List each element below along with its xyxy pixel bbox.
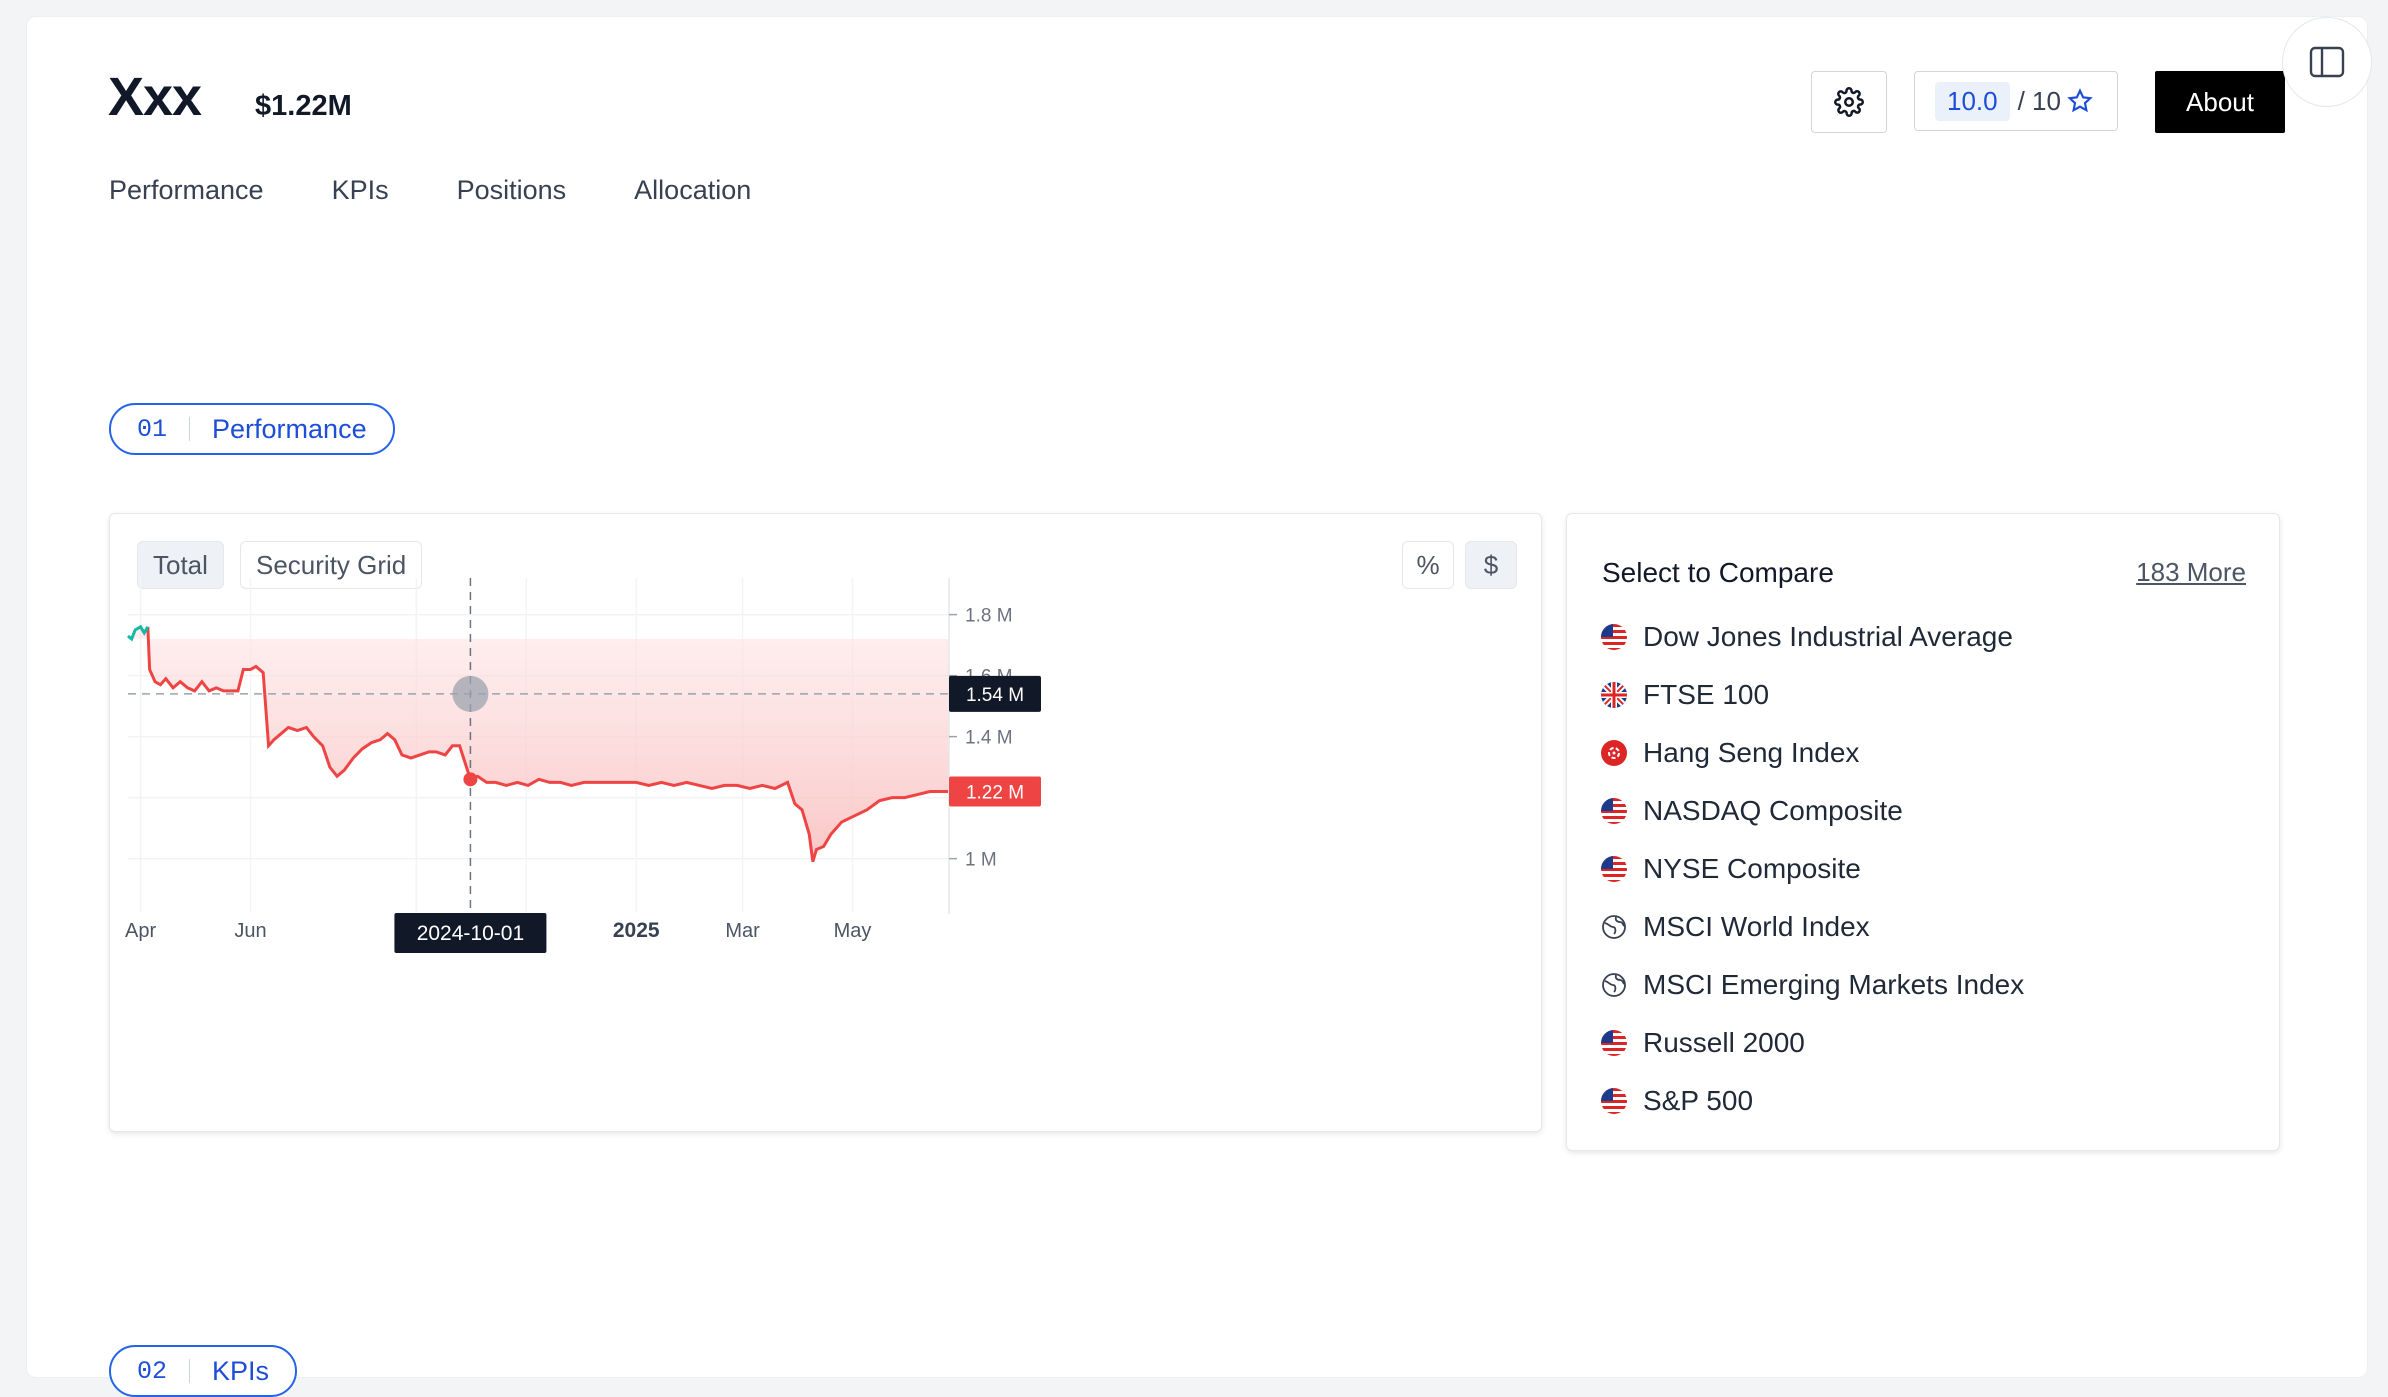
hk-flag-icon (1601, 740, 1627, 766)
section-title: KPIs (212, 1355, 270, 1386)
crosshair-value-box (949, 675, 1041, 712)
x-tick-label: Jun (234, 920, 266, 942)
us-flag-icon (1601, 856, 1627, 882)
crosshair-date-box (394, 913, 547, 953)
score-value: 10.0 (1935, 81, 2010, 121)
crosshair-point (452, 675, 489, 712)
score-max: / 10 (2017, 85, 2061, 116)
crosshair-value-label: 1.54 M (966, 685, 1024, 706)
more-indices-link[interactable]: 183 More (2136, 557, 2246, 587)
compare-item[interactable]: S&P 500 (1601, 1072, 2024, 1130)
us-flag-icon (1601, 624, 1627, 650)
section-divider (189, 417, 191, 441)
tab-positions[interactable]: Positions (456, 175, 567, 205)
y-tick-label: 1 M (965, 850, 997, 871)
compare-item[interactable]: NASDAQ Composite (1601, 782, 2024, 840)
compare-item[interactable]: MSCI Emerging Markets Index (1601, 956, 2024, 1014)
dollar-toggle-button[interactable]: $ (1465, 541, 1517, 589)
performance-chart[interactable]: 1.8 M1.6 M1.4 M1 M AprJunSepNov2025MarMa… (110, 514, 1541, 1131)
compare-item-label: FTSE 100 (1643, 679, 1770, 710)
y-tick-label: 1.4 M (965, 728, 1013, 749)
compare-item-label: NYSE Composite (1643, 853, 1861, 884)
security-grid-view-button[interactable]: Security Grid (240, 541, 423, 589)
section-number: 02 (137, 1356, 168, 1386)
section-label-performance: 01 Performance (109, 403, 395, 455)
sidebar-icon (2309, 46, 2345, 78)
x-tick-label: Mar (725, 920, 760, 942)
compare-item[interactable]: Hang Seng Index (1601, 724, 2024, 782)
globe-icon (1601, 914, 1627, 940)
sidebar-toggle-button[interactable] (2282, 17, 2372, 107)
us-flag-icon (1601, 798, 1627, 824)
compare-item-label: Russell 2000 (1643, 1027, 1805, 1058)
x-tick-label: 2025 (613, 919, 660, 942)
compare-item[interactable]: Dow Jones Industrial Average (1601, 608, 2024, 666)
compare-item[interactable]: Russell 2000 (1601, 1014, 2024, 1072)
compare-item-label: NASDAQ Composite (1643, 795, 1903, 826)
total-view-button[interactable]: Total (137, 541, 224, 589)
chart-area-fill (128, 626, 949, 862)
compare-item[interactable]: MSCI World Index (1601, 898, 2024, 956)
portfolio-title: Xxx (108, 67, 202, 127)
last-value-label: 1.22 M (966, 783, 1024, 804)
us-flag-icon (1601, 1088, 1627, 1114)
compare-item-label: Hang Seng Index (1643, 737, 1860, 768)
compare-item-label: MSCI World Index (1643, 911, 1870, 942)
tab-performance[interactable]: Performance (109, 175, 264, 205)
tab-allocation[interactable]: Allocation (634, 175, 752, 205)
score-rating[interactable]: 10.0 / 10 (1914, 71, 2118, 131)
last-value-box (949, 776, 1041, 807)
tab-kpis[interactable]: KPIs (331, 175, 389, 205)
us-flag-icon (1601, 1030, 1627, 1056)
compare-list: Dow Jones Industrial Average FTSE 100 Hang… (1601, 608, 2024, 1130)
percent-toggle-button[interactable]: % (1402, 541, 1454, 589)
compare-item[interactable]: NYSE Composite (1601, 840, 2024, 898)
gear-icon (1834, 87, 1864, 117)
series-point (463, 772, 478, 787)
y-tick-label: 1.8 M (965, 606, 1013, 627)
compare-item-label: S&P 500 (1643, 1085, 1754, 1116)
compare-item-label: Dow Jones Industrial Average (1643, 621, 2013, 652)
x-tick-label: May (834, 920, 872, 942)
uk-flag-icon (1601, 682, 1627, 708)
globe-icon (1601, 972, 1627, 998)
section-label-kpis: 02 KPIs (109, 1345, 298, 1397)
series-line-positive (127, 624, 150, 642)
compare-item-label: MSCI Emerging Markets Index (1643, 969, 2025, 1000)
compare-item[interactable]: FTSE 100 (1601, 666, 2024, 724)
section-number: 01 (137, 414, 168, 444)
star-icon (2067, 88, 2093, 113)
crosshair-date-label: 2024-10-01 (417, 922, 524, 945)
about-button[interactable]: About (2155, 71, 2285, 133)
compare-title: Select to Compare (1602, 557, 1834, 588)
settings-button[interactable] (1811, 71, 1887, 133)
section-divider (189, 1359, 191, 1383)
portfolio-value: $1.22M (255, 90, 352, 122)
section-title: Performance (212, 413, 367, 444)
x-tick-label: Apr (125, 920, 156, 942)
section-tabs: Performance KPIs Positions Allocation (109, 175, 819, 206)
performance-chart-card: Total Security Grid % $ 1.8 M1.6 M1.4 M1… (109, 513, 1542, 1132)
compare-panel: Select to Compare 183 More Dow Jones Ind… (1566, 513, 2280, 1151)
